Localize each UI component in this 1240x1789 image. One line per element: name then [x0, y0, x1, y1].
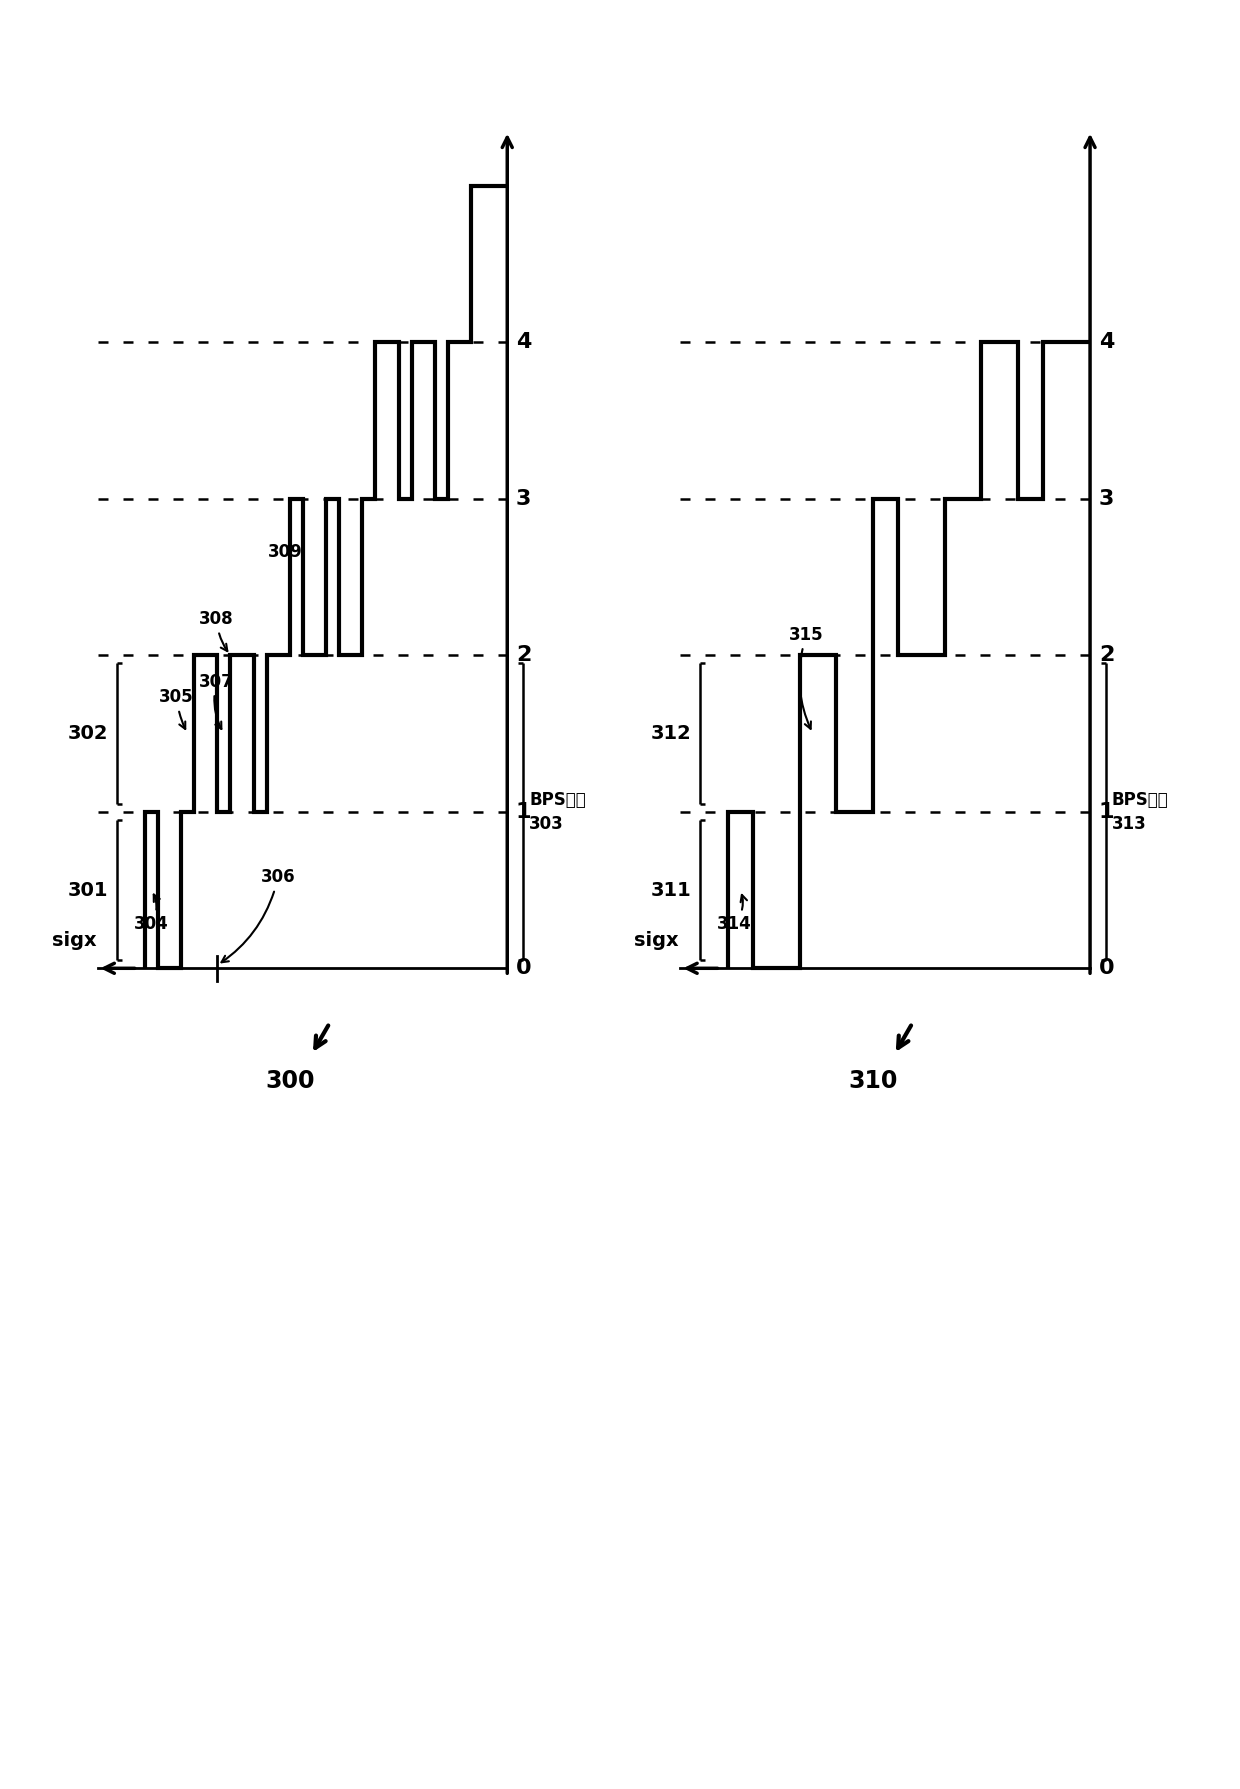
Text: 4: 4 [516, 333, 531, 352]
Text: 308: 308 [200, 610, 234, 651]
Text: 306: 306 [222, 868, 295, 962]
Text: 310: 310 [848, 1070, 898, 1093]
Text: 2: 2 [1099, 646, 1114, 666]
Text: 3: 3 [1099, 488, 1114, 508]
Text: 314: 314 [717, 894, 751, 934]
Text: 301: 301 [68, 880, 109, 900]
Text: 300: 300 [265, 1070, 315, 1093]
Text: 1: 1 [516, 801, 532, 821]
Text: 4: 4 [1099, 333, 1114, 352]
Text: BPS周期
303: BPS周期 303 [529, 791, 585, 832]
Text: BPS周期
313: BPS周期 313 [1112, 791, 1168, 832]
Text: 2: 2 [516, 646, 531, 666]
Text: 0: 0 [1099, 959, 1115, 979]
Text: 3: 3 [516, 488, 531, 508]
Text: sigx: sigx [635, 930, 680, 950]
Text: 302: 302 [68, 725, 109, 742]
Text: sigx: sigx [52, 930, 97, 950]
Text: 1: 1 [1099, 801, 1115, 821]
Text: 304: 304 [134, 894, 169, 934]
Text: 309: 309 [268, 544, 303, 562]
Text: 315: 315 [789, 626, 823, 728]
Text: 305: 305 [159, 689, 193, 728]
Text: 0: 0 [516, 959, 532, 979]
Text: 312: 312 [651, 725, 692, 742]
Text: 307: 307 [200, 673, 234, 728]
Text: 311: 311 [651, 880, 692, 900]
